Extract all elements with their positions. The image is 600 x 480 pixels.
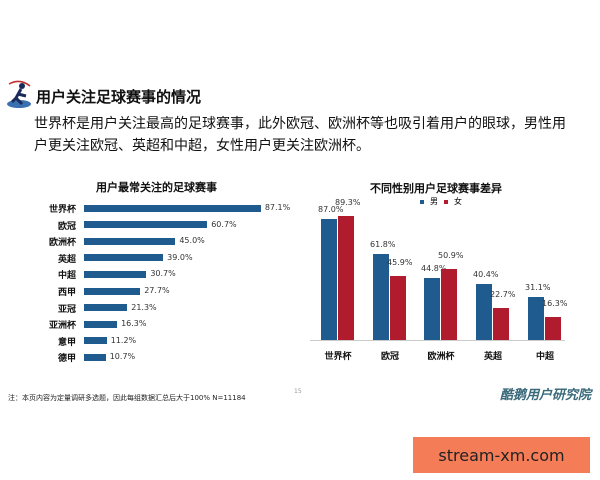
x-axis bbox=[310, 340, 565, 341]
bar-female bbox=[390, 276, 406, 340]
data-label: 45.0% bbox=[179, 236, 205, 246]
legend-swatch-male bbox=[420, 199, 424, 204]
data-label: 10.7% bbox=[109, 352, 136, 362]
watermark: stream-xm.com bbox=[413, 437, 590, 473]
data-label: 50.9% bbox=[438, 251, 464, 261]
bar bbox=[84, 221, 208, 229]
data-label: 45.9% bbox=[387, 258, 413, 268]
data-label: 27.7% bbox=[144, 286, 170, 295]
bar-female bbox=[338, 215, 354, 340]
data-label: 22.7% bbox=[490, 290, 516, 300]
legend-label: 男 bbox=[430, 197, 438, 206]
data-label: 39.0% bbox=[167, 252, 193, 262]
bar bbox=[84, 337, 107, 345]
category-label: 欧冠 bbox=[380, 352, 399, 362]
subtitle-line: 户更关注欧冠、英超和中超，女性用户更关注欧洲杯。 bbox=[34, 138, 370, 154]
bar bbox=[84, 287, 141, 295]
category-label: 欧洲杯 bbox=[427, 352, 455, 362]
category-label: 世界杯 bbox=[48, 205, 76, 215]
data-label: 30.7% bbox=[150, 269, 176, 279]
data-label: 87.0% bbox=[318, 205, 344, 215]
subtitle-line: 世界杯是用户关注最高的足球赛事，此外欧冠、欧洲杯等也吸引着用户的眼球，男性用 bbox=[34, 116, 566, 132]
legend-label: 女 bbox=[454, 197, 462, 206]
legend-swatch-female bbox=[444, 199, 448, 204]
bar bbox=[84, 254, 164, 262]
bar bbox=[84, 320, 118, 328]
bar-male bbox=[373, 254, 389, 340]
data-label: 16.3% bbox=[121, 319, 147, 329]
data-label: 11.2% bbox=[110, 335, 137, 345]
data-label: 89.3% bbox=[335, 197, 361, 207]
right-chart-title: 不同性别用户足球赛事差异 bbox=[370, 182, 502, 195]
data-label: 16.3% bbox=[542, 299, 568, 309]
category-label: 欧洲杯 bbox=[48, 238, 76, 249]
category-label: 意甲 bbox=[57, 337, 76, 348]
bar-male bbox=[476, 283, 492, 340]
data-label: 21.3% bbox=[131, 302, 157, 312]
data-label: 31.1% bbox=[525, 282, 551, 292]
bar-female bbox=[441, 269, 457, 340]
data-label: 40.4% bbox=[473, 269, 499, 279]
legend: 男 女 bbox=[420, 196, 462, 207]
bar bbox=[84, 353, 106, 361]
category-label: 英超 bbox=[483, 352, 502, 362]
bar-male bbox=[321, 219, 337, 340]
category-label: 世界杯 bbox=[324, 352, 352, 362]
category-label: 中超 bbox=[535, 352, 554, 362]
football-player-logo-icon bbox=[7, 80, 31, 108]
footnote: 注：本页内容为定量调研多选题，因此每组数据汇总后大于100% N=11184 bbox=[8, 394, 246, 402]
bar-male bbox=[424, 277, 440, 340]
category-label: 亚冠 bbox=[57, 304, 76, 315]
data-label: 61.8% bbox=[370, 240, 396, 250]
left-chart-title: 用户最常关注的足球赛事 bbox=[96, 181, 217, 194]
data-label: 87.1% bbox=[264, 203, 291, 212]
data-label: 60.7% bbox=[211, 219, 237, 229]
bar-male bbox=[528, 296, 544, 340]
category-label: 亚洲杯 bbox=[48, 321, 76, 332]
bar bbox=[84, 237, 176, 245]
category-label: 英超 bbox=[57, 254, 76, 265]
page-title: 用户关注足球赛事的情况 bbox=[36, 88, 202, 106]
data-label: 44.8% bbox=[421, 263, 447, 273]
bar bbox=[84, 304, 128, 312]
page-number: 15 bbox=[294, 388, 302, 395]
brand-logo: 酷鹅用户研究院 bbox=[500, 388, 592, 403]
category-label: 德甲 bbox=[57, 354, 76, 365]
bar-female bbox=[493, 308, 509, 340]
bar-female bbox=[545, 317, 561, 340]
category-label: 西甲 bbox=[57, 288, 76, 298]
category-label: 欧冠 bbox=[57, 221, 76, 232]
bar bbox=[84, 270, 147, 278]
bar bbox=[84, 204, 261, 212]
category-label: 中超 bbox=[57, 271, 76, 282]
